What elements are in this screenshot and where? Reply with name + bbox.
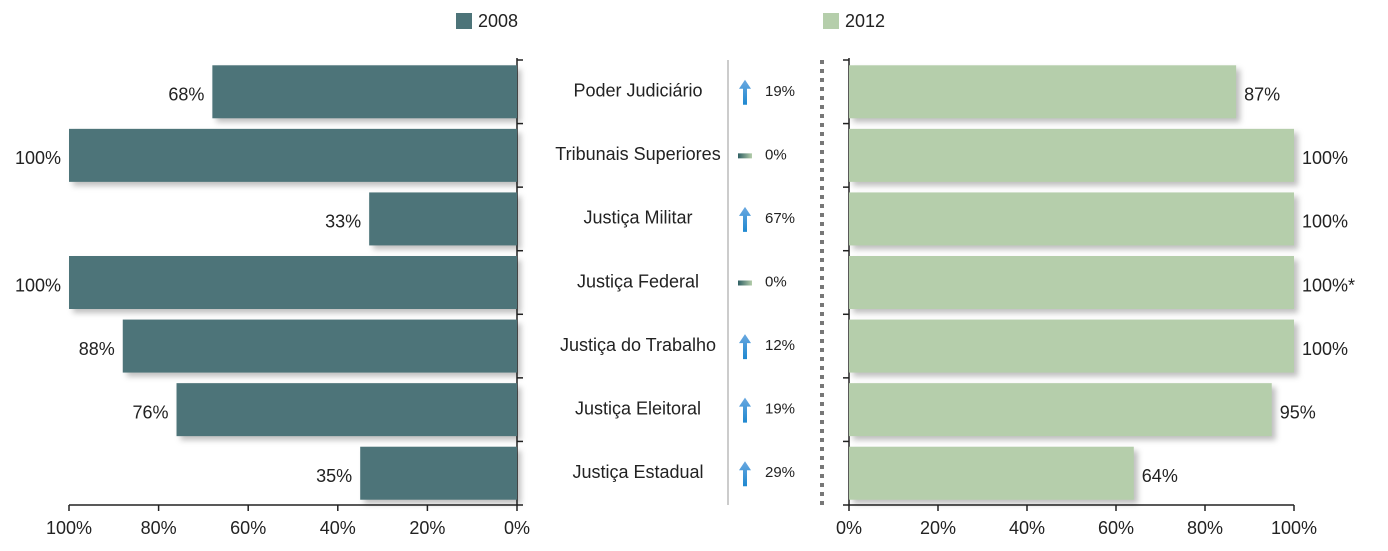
category-label: Justiça do Trabalho: [560, 335, 716, 355]
bar: [122, 319, 517, 373]
change-label: 0%: [765, 273, 787, 290]
category-label: Poder Judiciário: [573, 81, 702, 101]
legend-swatch: [823, 13, 839, 29]
value-label: 35%: [316, 466, 352, 486]
bar: [369, 192, 517, 246]
value-label: 100%: [1302, 339, 1348, 359]
bar: [176, 383, 517, 437]
x-tick-label: 20%: [409, 518, 445, 538]
value-label: 100%: [1302, 148, 1348, 168]
category-label: Justiça Eleitoral: [575, 398, 701, 418]
change-label: 19%: [765, 83, 795, 100]
change-dash: [738, 280, 752, 286]
bar: [212, 65, 518, 119]
category-label: Justiça Estadual: [572, 462, 703, 482]
legend-label: 2012: [845, 11, 885, 31]
x-tick-label: 40%: [1009, 518, 1045, 538]
value-label: 95%: [1280, 402, 1316, 422]
change-label: 29%: [765, 464, 795, 481]
bar: [849, 446, 1134, 500]
bar: [69, 128, 517, 182]
change-arrow: [739, 334, 751, 360]
value-label: 100%*: [1302, 275, 1355, 295]
x-tick-label: 40%: [320, 518, 356, 538]
x-tick-label: 100%: [46, 518, 92, 538]
bar: [69, 256, 517, 309]
category-label: Tribunais Superiores: [555, 144, 720, 164]
value-label: 87%: [1244, 85, 1280, 105]
change-dash: [738, 153, 752, 159]
category-label: Justiça Federal: [577, 271, 699, 291]
bar: [360, 446, 517, 500]
value-label: 88%: [79, 339, 115, 359]
x-tick-label: 0%: [504, 518, 530, 538]
x-tick-label: 100%: [1271, 518, 1317, 538]
value-label: 33%: [325, 212, 361, 232]
value-label: 64%: [1142, 466, 1178, 486]
x-tick-label: 60%: [230, 518, 266, 538]
change-arrow: [739, 397, 751, 423]
x-tick-label: 80%: [1187, 518, 1223, 538]
change-arrow: [739, 206, 751, 232]
bar: [849, 383, 1272, 437]
value-label: 100%: [15, 148, 61, 168]
x-tick-label: 80%: [141, 518, 177, 538]
change-arrow: [739, 79, 751, 105]
legend-swatch: [456, 13, 472, 29]
value-label: 100%: [1302, 212, 1348, 232]
bar: [849, 128, 1294, 182]
x-tick-label: 0%: [836, 518, 862, 538]
value-label: 68%: [168, 85, 204, 105]
category-label: Justiça Militar: [583, 208, 692, 228]
change-label: 67%: [765, 210, 795, 227]
change-label: 0%: [765, 146, 787, 163]
x-tick-label: 60%: [1098, 518, 1134, 538]
bar: [849, 192, 1294, 246]
value-label: 100%: [15, 275, 61, 295]
change-label: 12%: [765, 337, 795, 354]
bar: [849, 65, 1237, 119]
change-arrow: [739, 461, 751, 487]
bar: [849, 319, 1294, 373]
bar: [849, 256, 1294, 309]
x-tick-label: 20%: [920, 518, 956, 538]
legend-label: 2008: [478, 11, 518, 31]
value-label: 76%: [132, 402, 168, 422]
change-label: 19%: [765, 401, 795, 418]
